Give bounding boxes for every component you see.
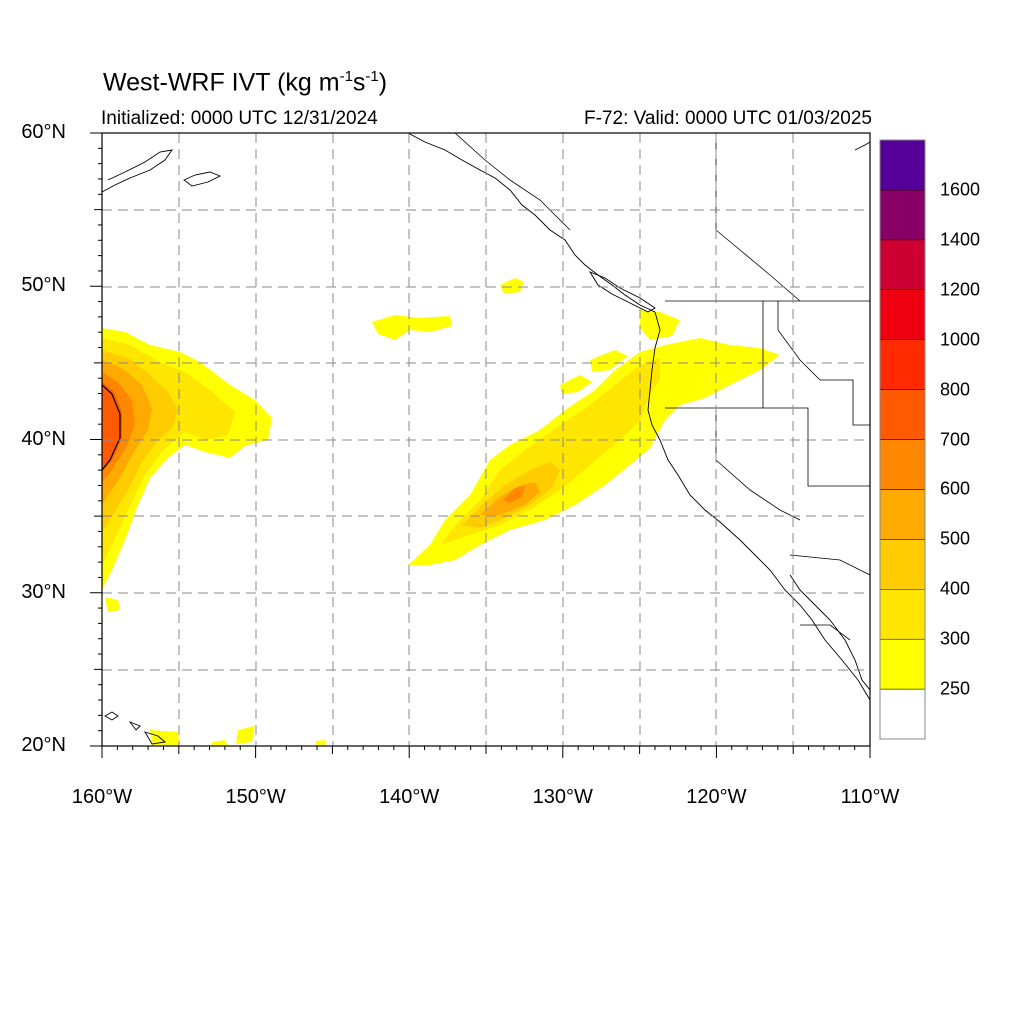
sonora-border [800, 624, 851, 641]
ivt-patch [212, 740, 228, 746]
ivt-contour-1000 [102, 384, 121, 471]
coastlines [102, 133, 870, 745]
lon-tick-label: 120°W [686, 786, 747, 808]
colorbar-label: 500 [940, 528, 971, 549]
ivt-patch [500, 278, 524, 294]
aleutian-island [183, 171, 222, 187]
colorbar-label: 1000 [940, 329, 981, 350]
ivt-patch [150, 730, 180, 746]
lon-tick-label: 110°W [840, 786, 900, 808]
hawaii-island [104, 711, 119, 721]
us-west-coast [647, 311, 870, 701]
ivt-plume-600 [503, 486, 525, 503]
ivt-region-west-6 [102, 382, 122, 472]
alaska-coast [102, 149, 173, 193]
map-title: West-WRF IVT (kg m-1s-1) [103, 68, 388, 97]
ivt-patch [315, 740, 326, 746]
lon-tick-label: 150°W [225, 786, 286, 808]
colorbar-swatch [879, 439, 926, 490]
colorbar-label: 1400 [940, 229, 981, 250]
ivt-plume-coast [640, 310, 680, 340]
colorbar-swatch [879, 688, 926, 740]
lon-tick-label: 160°W [71, 786, 133, 808]
colorbar-swatch [879, 539, 926, 590]
valid-time: F-72: Valid: 0000 UTC 01/03/2025 [584, 108, 872, 129]
colorbar-swatch [879, 389, 926, 440]
lat-tick-label: 30°N [21, 580, 66, 603]
colorbar-label: 800 [940, 379, 971, 400]
colorbar-label: 250 [940, 678, 971, 699]
ivt-patch [590, 350, 628, 372]
colorbar-swatch [879, 289, 926, 340]
nevada-border [665, 407, 870, 487]
grid-lines [102, 133, 870, 746]
initialized-time: Initialized: 0000 UTC 12/31/2024 [101, 108, 378, 129]
lon-tick-label: 140°W [379, 786, 440, 808]
hawaii-island [144, 731, 167, 745]
colorbar-swatch [879, 638, 926, 690]
ivt-patch [560, 375, 592, 394]
colorbar-label: 1600 [940, 179, 981, 200]
colorbar-label: 400 [940, 578, 971, 599]
colorbar-label: 300 [940, 628, 971, 649]
colorbar-swatch [879, 239, 926, 290]
colorbar-label: 700 [940, 429, 971, 449]
hawaii-island [128, 720, 141, 731]
lat-tick-label: 40°N [21, 427, 66, 450]
baja-coast [789, 574, 870, 691]
colorbar-label: 1200 [940, 279, 981, 300]
lon-tick-label: 130°W [532, 786, 593, 808]
lat-tick-label: 60°N [21, 121, 66, 143]
colorbar-swatch [879, 489, 926, 540]
colorbar-label: 600 [940, 478, 971, 499]
vancouver-island [588, 271, 656, 313]
colorbar [879, 139, 926, 740]
colorbar-swatch [879, 189, 926, 241]
colorbar-swatch [879, 339, 926, 390]
alberta-bc-border [715, 133, 801, 302]
colorbar-swatch [879, 589, 926, 640]
lat-tick-label: 20°N [21, 734, 66, 756]
colorbar-outline [879, 139, 926, 740]
alaska-panhandle-coast [407, 133, 656, 313]
ca-nv-border [715, 408, 801, 521]
ivt-patch [236, 726, 255, 744]
axis-ticks [90, 132, 871, 758]
mexico-border [789, 554, 870, 576]
idaho-border [762, 301, 870, 426]
lat-tick-label: 50°N [21, 274, 66, 297]
ivt-patch [372, 315, 452, 340]
alaska-border [454, 133, 571, 231]
ivt-patch [105, 597, 120, 612]
colorbar-swatch [879, 139, 926, 191]
ivt-field [102, 278, 780, 746]
hudson-bay-coast [854, 141, 870, 151]
